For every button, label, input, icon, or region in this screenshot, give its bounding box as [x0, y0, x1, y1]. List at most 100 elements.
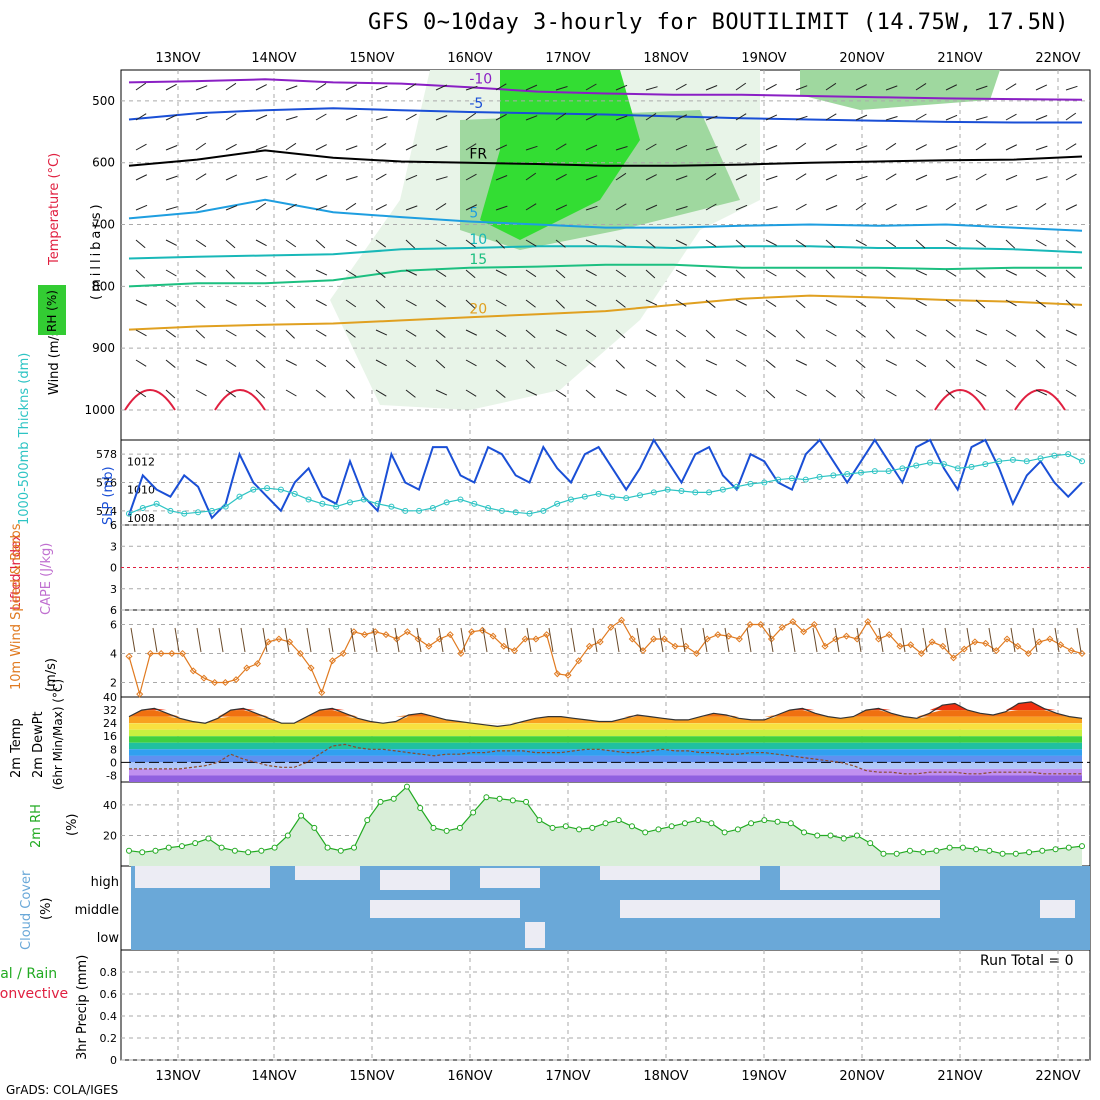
- wind-barb: [555, 329, 567, 336]
- thickness-marker: [540, 507, 547, 514]
- wind-barb: [1005, 359, 1017, 368]
- precip-total-legend: Total / Rain: [0, 966, 57, 982]
- wind-barb: [555, 239, 566, 248]
- wind-speed-marker: [1014, 642, 1022, 650]
- wind-barb: [135, 269, 146, 279]
- panel-frame-precip: [120, 949, 1091, 1061]
- wind-barb: [795, 329, 806, 339]
- date-label-top: 13NOV: [155, 51, 200, 66]
- rh-marker: [814, 832, 821, 839]
- wind-barb: [975, 204, 987, 211]
- wind-barb: [165, 145, 178, 151]
- wind-speed-marker: [264, 638, 272, 646]
- wind-barb: [855, 175, 868, 181]
- temp2m-axis-label: 2m Temp: [9, 718, 24, 778]
- wind-barb: [375, 389, 387, 397]
- rh-tick-label: 20: [103, 829, 117, 842]
- thickness-marker: [1009, 456, 1016, 463]
- wind-barb: [465, 239, 476, 248]
- rh-marker: [853, 832, 860, 839]
- wind-speed-marker: [628, 635, 636, 643]
- temp-tick-label: -8: [106, 769, 117, 782]
- thickness-axis-label: 1000-500mb Thickns (dm): [17, 353, 32, 525]
- wind-barb: [945, 359, 956, 369]
- wind-barb: [285, 85, 298, 91]
- wind-barb: [495, 359, 507, 368]
- wind-barb: [615, 269, 627, 278]
- wind-barb: [405, 329, 417, 337]
- surface-wind-barb: [966, 627, 972, 653]
- wind-barb: [645, 239, 656, 248]
- wind-speed-marker: [307, 664, 315, 672]
- surface-wind-barb: [900, 627, 906, 653]
- rh-marker: [311, 824, 318, 831]
- wind-barb: [135, 329, 147, 337]
- rh-marker: [205, 835, 212, 842]
- rh-marker: [351, 844, 358, 851]
- wind-barb: [225, 389, 237, 398]
- temp-tick-label: 0: [110, 756, 117, 769]
- rh-marker: [642, 829, 649, 836]
- wind-barb: [525, 389, 538, 396]
- wind-barb: [645, 113, 657, 121]
- wind-barb: [885, 269, 896, 278]
- slp-axis-label: SLP (mb): [101, 466, 116, 525]
- wind-barb: [885, 85, 898, 91]
- date-label-bottom: 20NOV: [839, 1069, 884, 1084]
- wind-speed-marker: [875, 635, 883, 643]
- wind-barb: [135, 239, 146, 249]
- temp-color-band: [129, 736, 1082, 743]
- lifted-index-tick-label: 3: [110, 540, 117, 553]
- rh-marker: [377, 798, 384, 805]
- surface-wind-barb: [482, 627, 488, 653]
- wind-barb: [255, 239, 267, 247]
- surface-wind-barb: [944, 627, 950, 653]
- date-label-bottom: 16NOV: [447, 1069, 492, 1084]
- thickness-marker: [498, 507, 505, 514]
- rh-marker: [774, 818, 781, 825]
- temp-color-band: [129, 768, 1082, 776]
- wind-barb: [135, 389, 147, 398]
- wind-barb: [345, 84, 358, 91]
- rh-marker: [933, 847, 940, 854]
- wind-barb: [255, 329, 266, 338]
- thickness-marker: [443, 499, 450, 506]
- wind-speed-marker: [286, 638, 294, 646]
- wind-barb: [675, 239, 688, 246]
- thickness-marker: [885, 468, 892, 475]
- wind-barb: [225, 269, 235, 279]
- wind-barb: [1035, 115, 1048, 121]
- surface-wind-barb: [152, 627, 158, 653]
- wind-barb: [735, 204, 748, 211]
- isotherm-line: [128, 149, 1083, 167]
- wind-barb: [1005, 299, 1017, 307]
- wind-barb: [555, 389, 567, 397]
- rh-marker: [284, 832, 291, 839]
- surface-wind-barb: [240, 627, 246, 653]
- wind-barb: [195, 239, 207, 248]
- wind-speed-marker: [221, 678, 229, 687]
- wind-barb: [735, 299, 748, 306]
- thickness-marker: [374, 500, 381, 507]
- rh-marker: [986, 847, 993, 854]
- wind-barb: [525, 329, 536, 339]
- wind-barb: [765, 83, 777, 91]
- rh-marker: [827, 832, 834, 839]
- wind-barb: [375, 173, 387, 181]
- rh-marker: [801, 829, 808, 836]
- wind-barb: [405, 299, 417, 307]
- rh-marker: [615, 817, 622, 824]
- wind-barb: [615, 239, 627, 247]
- wind-barb: [915, 329, 927, 337]
- thickness-marker: [692, 489, 699, 496]
- date-label-bottom: 15NOV: [349, 1069, 394, 1084]
- wind-barb: [585, 83, 597, 91]
- wind-barb: [885, 299, 896, 309]
- wind-barb: [165, 175, 178, 181]
- wind-barb: [885, 142, 897, 151]
- wind-barb: [345, 389, 355, 399]
- cloud-level-label: high: [91, 875, 119, 890]
- wind-barb: [795, 359, 808, 366]
- isotherm-line: [128, 245, 1083, 260]
- thickness-marker: [719, 486, 726, 493]
